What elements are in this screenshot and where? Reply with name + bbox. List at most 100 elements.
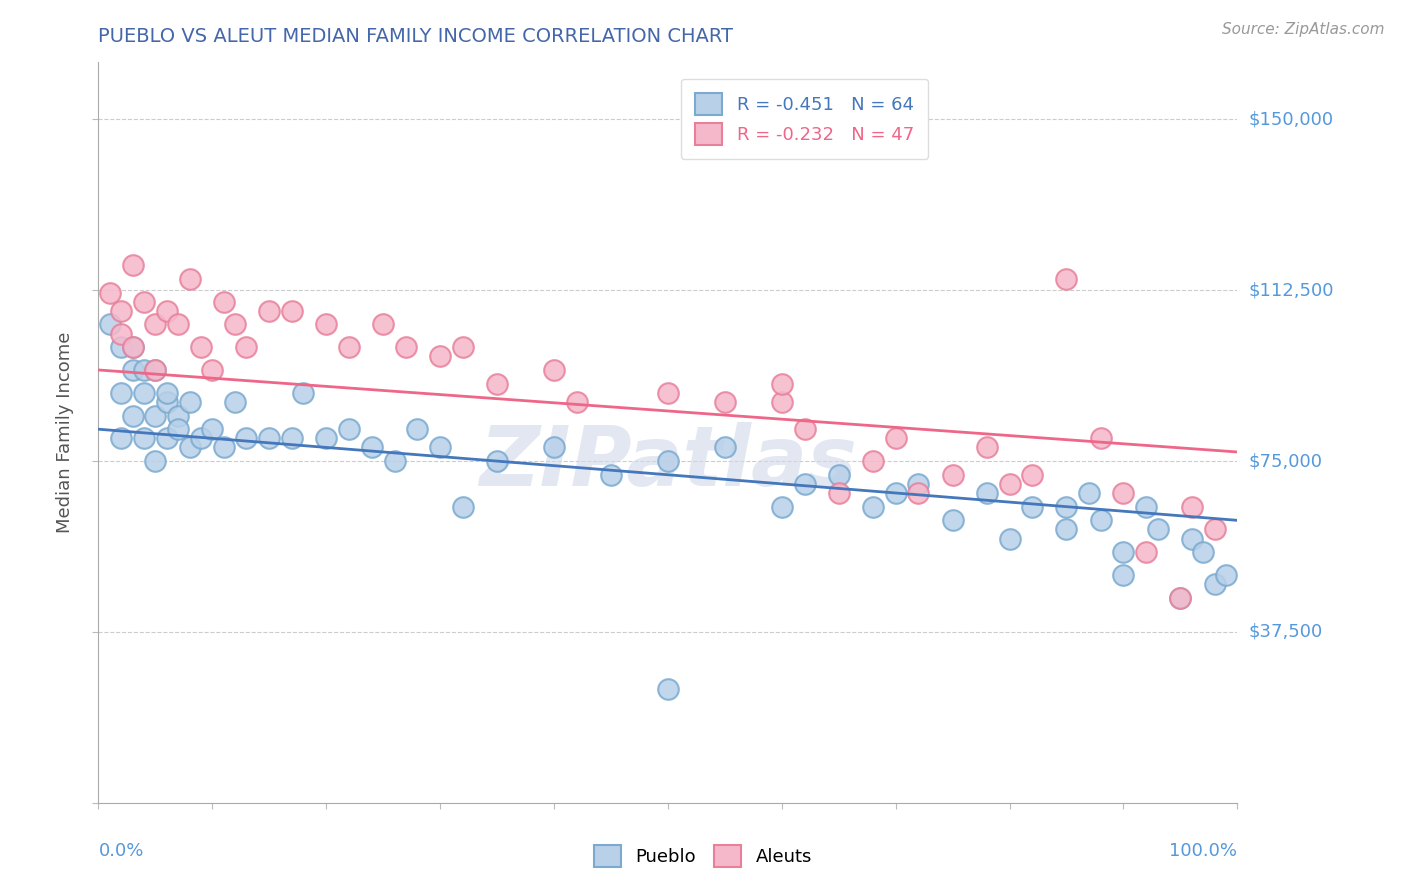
Point [862,454,884,468]
Point [98,318,121,332]
Point [1021,467,1043,482]
Point [657,385,679,400]
Legend: R = -0.451   N = 64, R = -0.232   N = 47: R = -0.451 N = 64, R = -0.232 N = 47 [681,78,928,159]
Point [121,363,143,377]
Point [201,422,224,436]
Point [657,454,679,468]
Point [179,395,201,409]
Point [156,431,179,445]
Point [145,409,167,423]
Point [793,422,815,436]
Point [828,486,851,500]
Point [793,476,815,491]
Point [1146,523,1168,537]
Point [942,467,965,482]
Point [190,340,212,354]
Point [1054,272,1078,286]
Point [360,441,382,455]
Point [1181,532,1204,546]
Point [315,318,337,332]
Point [1215,568,1237,582]
Point [212,441,235,455]
Point [1021,500,1043,514]
Point [121,340,143,354]
Point [121,409,143,423]
Point [315,431,337,445]
Point [145,454,167,468]
Point [110,385,132,400]
Point [1192,545,1215,559]
Text: $37,500: $37,500 [1249,623,1323,641]
Point [384,454,406,468]
Legend: Pueblo, Aleuts: Pueblo, Aleuts [586,838,820,874]
Point [998,532,1021,546]
Point [1090,431,1112,445]
Point [976,486,998,500]
Point [862,500,884,514]
Point [235,340,257,354]
Point [770,376,793,391]
Point [121,258,143,272]
Point [259,303,281,318]
Point [1204,523,1226,537]
Point [281,303,304,318]
Point [884,431,907,445]
Point [132,363,155,377]
Text: $112,500: $112,500 [1249,281,1334,299]
Point [907,476,929,491]
Point [770,500,793,514]
Text: 0.0%: 0.0% [98,842,143,860]
Point [132,385,155,400]
Point [884,486,907,500]
Point [429,349,451,363]
Text: PUEBLO VS ALEUT MEDIAN FAMILY INCOME CORRELATION CHART: PUEBLO VS ALEUT MEDIAN FAMILY INCOME COR… [98,27,734,45]
Point [714,395,737,409]
Point [942,513,965,527]
Point [907,486,929,500]
Point [1054,523,1078,537]
Point [212,294,235,309]
Point [167,422,190,436]
Point [167,318,190,332]
Point [976,441,998,455]
Point [156,385,179,400]
Point [179,441,201,455]
Text: $150,000: $150,000 [1249,111,1333,128]
Point [1170,591,1192,605]
Point [543,441,565,455]
Point [145,318,167,332]
Point [486,454,509,468]
Point [371,318,394,332]
Point [145,363,167,377]
Point [259,431,281,445]
Point [1112,486,1135,500]
Point [714,441,737,455]
Point [337,340,360,354]
Point [1054,500,1078,514]
Point [1078,486,1101,500]
Point [1090,513,1112,527]
Point [110,431,132,445]
Point [337,422,360,436]
Y-axis label: Median Family Income: Median Family Income [56,332,75,533]
Point [565,395,588,409]
Point [770,395,793,409]
Point [179,272,201,286]
Text: 100.0%: 100.0% [1170,842,1237,860]
Point [1112,545,1135,559]
Point [1112,568,1135,582]
Point [201,363,224,377]
Point [281,431,304,445]
Point [657,681,679,696]
Text: $75,000: $75,000 [1249,452,1323,470]
Point [110,326,132,341]
Point [828,467,851,482]
Point [110,340,132,354]
Point [1181,500,1204,514]
Point [1135,500,1157,514]
Point [451,500,474,514]
Point [395,340,418,354]
Point [224,395,246,409]
Point [600,467,623,482]
Point [98,285,121,300]
